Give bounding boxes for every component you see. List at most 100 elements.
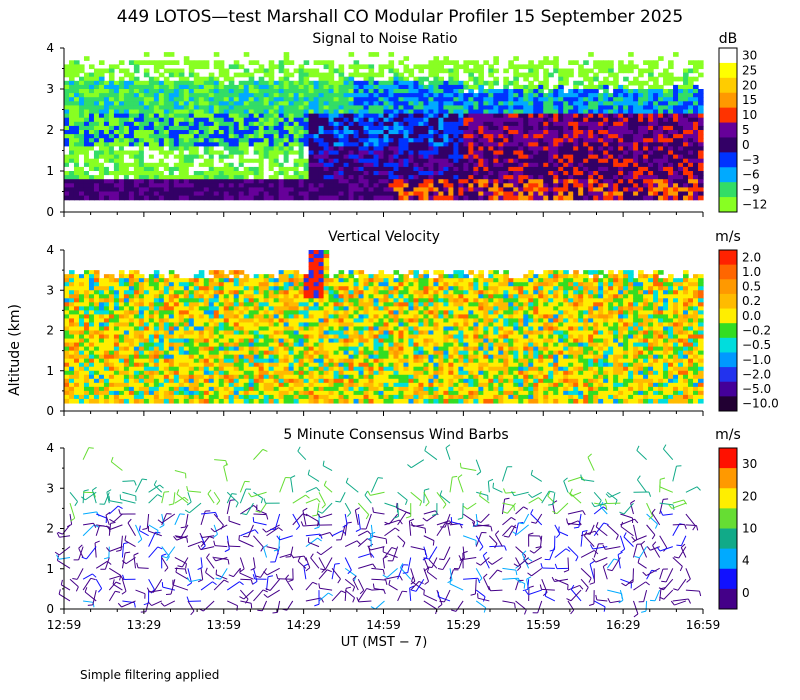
snr-cell xyxy=(98,162,105,168)
velocity-cell xyxy=(143,322,150,328)
velocity-cell xyxy=(113,318,120,324)
snr-cell xyxy=(248,109,255,115)
snr-cell xyxy=(498,166,504,172)
snr-cell xyxy=(363,117,370,123)
snr-cell xyxy=(203,101,210,106)
snr-cell xyxy=(188,142,195,147)
snr-cell xyxy=(618,195,624,201)
snr-cell xyxy=(683,138,689,143)
snr-cell xyxy=(568,130,574,135)
snr-cell xyxy=(313,187,320,193)
snr-cell xyxy=(528,121,534,127)
snr-cell xyxy=(283,72,290,78)
snr-cell xyxy=(343,109,350,115)
snr-cell xyxy=(98,154,105,160)
snr-cell xyxy=(193,158,200,164)
snr-cell xyxy=(423,93,430,98)
snr-cell xyxy=(213,183,220,188)
snr-cell xyxy=(278,130,285,135)
snr-cell xyxy=(223,97,230,102)
snr-cell xyxy=(638,195,644,201)
snr-cell xyxy=(518,150,524,156)
snr-cell xyxy=(133,183,140,188)
snr-cell xyxy=(393,195,400,201)
snr-cell xyxy=(278,60,285,65)
snr-cell xyxy=(118,162,125,168)
snr-cell xyxy=(398,89,405,94)
snr-cell xyxy=(478,97,484,102)
snr-cell xyxy=(473,142,479,147)
snr-cell xyxy=(133,60,140,65)
snr-cell xyxy=(298,125,305,131)
snr-cell xyxy=(578,150,584,156)
velocity-cell xyxy=(118,294,125,299)
snr-cell xyxy=(258,138,265,143)
snr-cell xyxy=(253,84,260,90)
snr-cell xyxy=(368,52,375,57)
snr-cell xyxy=(83,183,90,188)
velocity-cell xyxy=(133,398,140,404)
snr-cell xyxy=(693,84,699,90)
snr-cell xyxy=(378,175,385,180)
snr-cell xyxy=(358,125,365,131)
snr-cell xyxy=(623,195,629,201)
snr-cell xyxy=(138,146,145,152)
snr-cell xyxy=(543,142,549,147)
snr-cell xyxy=(243,105,250,111)
snr-cell xyxy=(238,101,245,106)
snr-cell xyxy=(93,150,100,156)
snr-cell xyxy=(343,183,350,188)
velocity-cell xyxy=(73,302,80,307)
snr-cell xyxy=(193,195,200,201)
snr-cell xyxy=(73,93,80,98)
snr-cell xyxy=(353,154,360,160)
snr-cell xyxy=(168,171,175,176)
snr-cell xyxy=(548,121,554,127)
snr-cell xyxy=(368,113,375,119)
snr-cell xyxy=(513,150,519,156)
velocity-cell xyxy=(193,286,200,291)
snr-cell xyxy=(358,150,365,156)
velocity-cell xyxy=(148,322,155,328)
snr-cell xyxy=(533,89,539,94)
snr-cell xyxy=(633,101,639,106)
velocity-cell xyxy=(193,310,200,315)
snr-cell xyxy=(398,187,405,193)
colorbar-segment xyxy=(719,152,737,168)
snr-cell xyxy=(608,60,614,65)
snr-cell xyxy=(313,179,320,184)
snr-cell xyxy=(283,84,290,90)
snr-cell xyxy=(88,84,95,90)
snr-cell xyxy=(458,84,464,90)
snr-cell xyxy=(328,80,335,86)
snr-cell xyxy=(198,134,205,139)
snr-cell xyxy=(163,97,170,102)
snr-cell xyxy=(83,179,90,184)
snr-cell xyxy=(283,68,290,74)
snr-cell xyxy=(623,154,629,160)
snr-cell xyxy=(688,84,694,90)
snr-cell xyxy=(453,175,459,180)
snr-cell xyxy=(418,109,425,115)
snr-cell xyxy=(258,134,265,139)
snr-cell xyxy=(518,191,524,197)
velocity-cell xyxy=(83,374,90,380)
snr-cell xyxy=(638,130,644,135)
snr-cell xyxy=(603,60,609,65)
snr-cell xyxy=(458,113,464,119)
snr-cell xyxy=(528,134,534,139)
snr-cell xyxy=(463,125,469,131)
snr-cell xyxy=(433,121,440,127)
velocity-cell xyxy=(173,394,180,400)
snr-cell xyxy=(573,195,579,201)
snr-cell xyxy=(523,72,529,78)
snr-cell xyxy=(378,187,385,193)
snr-cell xyxy=(223,142,230,147)
snr-cell xyxy=(148,93,155,98)
velocity-cell xyxy=(64,330,70,336)
snr-cell xyxy=(123,80,130,86)
snr-cell xyxy=(228,134,235,139)
snr-cell xyxy=(483,175,489,180)
snr-cell xyxy=(198,162,205,168)
snr-cell xyxy=(128,60,135,65)
